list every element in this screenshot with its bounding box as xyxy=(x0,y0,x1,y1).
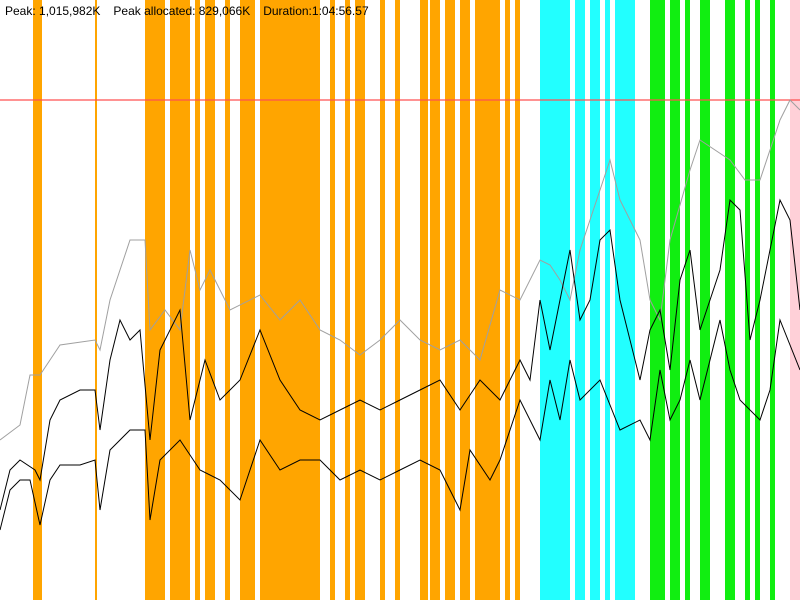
event-band xyxy=(195,0,200,600)
event-band xyxy=(475,0,500,600)
event-band xyxy=(355,0,365,600)
event-band xyxy=(330,0,335,600)
event-band xyxy=(670,0,680,600)
event-band xyxy=(605,0,610,600)
event-band xyxy=(590,0,600,600)
header-stat: Peak: 1,015,982K xyxy=(5,4,100,18)
event-band xyxy=(380,0,385,600)
event-band xyxy=(260,0,320,600)
event-band xyxy=(205,0,215,600)
event-band xyxy=(790,0,800,600)
event-band xyxy=(420,0,428,600)
event-band xyxy=(430,0,440,600)
event-band xyxy=(685,0,690,600)
header-stat: Duration:1:04:56.57 xyxy=(263,4,369,18)
event-band xyxy=(395,0,400,600)
header-stat: Peak allocated: 829,066K xyxy=(113,4,250,18)
memory-line xyxy=(0,318,800,531)
event-band xyxy=(770,0,775,600)
event-band xyxy=(515,0,520,600)
event-band xyxy=(33,0,42,600)
event-band xyxy=(540,0,570,600)
event-band xyxy=(700,0,710,600)
event-band xyxy=(145,0,165,600)
event-band xyxy=(170,0,190,600)
event-band xyxy=(745,0,750,600)
event-band xyxy=(95,0,97,600)
memory-line xyxy=(0,198,800,511)
event-band xyxy=(575,0,585,600)
event-band xyxy=(615,0,635,600)
event-band xyxy=(505,0,510,600)
event-band xyxy=(755,0,760,600)
event-band xyxy=(225,0,230,600)
event-band xyxy=(460,0,470,600)
event-band xyxy=(445,0,455,600)
event-band xyxy=(725,0,735,600)
memory-line xyxy=(0,99,800,441)
event-band xyxy=(240,0,255,600)
event-band xyxy=(650,0,665,600)
event-band xyxy=(345,0,350,600)
